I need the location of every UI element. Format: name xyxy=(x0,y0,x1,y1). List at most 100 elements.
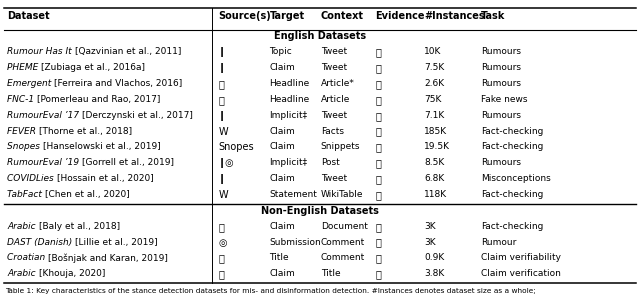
Text: 10K: 10K xyxy=(424,47,442,56)
Text: RumourEval ’17: RumourEval ’17 xyxy=(7,111,82,120)
Text: Implicit‡: Implicit‡ xyxy=(269,158,308,167)
Text: ❙: ❙ xyxy=(218,63,227,73)
Text: Article*: Article* xyxy=(321,79,355,88)
Text: 3.8K: 3.8K xyxy=(424,269,445,278)
Text: Dataset: Dataset xyxy=(7,11,50,21)
Text: [Qazvinian et al., 2011]: [Qazvinian et al., 2011] xyxy=(74,47,181,56)
Text: Fake news: Fake news xyxy=(481,95,527,104)
Text: Article: Article xyxy=(321,95,350,104)
Text: Claim: Claim xyxy=(269,63,295,72)
Text: 📰: 📰 xyxy=(218,253,224,264)
Text: PHEME: PHEME xyxy=(7,63,42,72)
Text: 3K: 3K xyxy=(424,238,436,247)
Text: 📰: 📰 xyxy=(218,269,224,279)
Text: ⌹: ⌹ xyxy=(375,47,381,57)
Text: 118K: 118K xyxy=(424,190,447,199)
Text: ◎: ◎ xyxy=(218,238,227,248)
Text: [Lillie et al., 2019]: [Lillie et al., 2019] xyxy=(75,238,158,247)
Text: Emergent: Emergent xyxy=(7,79,54,88)
Text: 📄: 📄 xyxy=(375,269,381,279)
Text: [Hanselowski et al., 2019]: [Hanselowski et al., 2019] xyxy=(43,142,161,152)
Text: Statement: Statement xyxy=(269,190,317,199)
Text: [Thorne et al., 2018]: [Thorne et al., 2018] xyxy=(39,127,132,136)
Text: W: W xyxy=(218,127,228,137)
Text: 6.8K: 6.8K xyxy=(424,174,445,183)
Text: ❙: ❙ xyxy=(218,47,227,57)
Text: 3K: 3K xyxy=(424,222,436,231)
Text: ⌹: ⌹ xyxy=(375,127,381,137)
Text: ⧙: ⧙ xyxy=(375,63,381,73)
Text: Tweet: Tweet xyxy=(321,47,347,56)
Text: ⧙: ⧙ xyxy=(375,111,381,121)
Text: Comment: Comment xyxy=(321,253,365,263)
Text: WikiTable: WikiTable xyxy=(321,190,363,199)
Text: Facts: Facts xyxy=(321,127,344,136)
Text: 7.1K: 7.1K xyxy=(424,111,445,120)
Text: Non-English Datasets: Non-English Datasets xyxy=(261,206,379,216)
Text: Post: Post xyxy=(321,158,339,167)
Text: 📄: 📄 xyxy=(375,253,381,264)
Text: 19.5K: 19.5K xyxy=(424,142,451,152)
Text: Rumours: Rumours xyxy=(481,63,521,72)
Text: [Ferreira and Vlachos, 2016]: [Ferreira and Vlachos, 2016] xyxy=(54,79,182,88)
Text: 📰: 📰 xyxy=(218,222,224,232)
Text: Misconceptions: Misconceptions xyxy=(481,174,550,183)
Text: TabFact: TabFact xyxy=(7,190,45,199)
Text: Evidence: Evidence xyxy=(375,11,424,21)
Text: Fact-checking: Fact-checking xyxy=(481,127,543,136)
Text: ⌹: ⌹ xyxy=(375,142,381,152)
Text: Fact-checking: Fact-checking xyxy=(481,142,543,152)
Text: [Baly et al., 2018]: [Baly et al., 2018] xyxy=(38,222,120,231)
Text: Document: Document xyxy=(321,222,367,231)
Text: ⌹: ⌹ xyxy=(375,79,381,89)
Text: Rumours: Rumours xyxy=(481,158,521,167)
Text: Headline: Headline xyxy=(269,95,310,104)
Text: Claim: Claim xyxy=(269,127,295,136)
Text: Croatian: Croatian xyxy=(7,253,48,263)
Text: ❙: ❙ xyxy=(218,111,227,121)
Text: [Gorrell et al., 2019]: [Gorrell et al., 2019] xyxy=(82,158,174,167)
Text: Rumours: Rumours xyxy=(481,47,521,56)
Text: [Derczynski et al., 2017]: [Derczynski et al., 2017] xyxy=(82,111,193,120)
Text: Snopes: Snopes xyxy=(7,142,43,152)
Text: 7.5K: 7.5K xyxy=(424,63,445,72)
Text: Rumours: Rumours xyxy=(481,79,521,88)
Text: 📄: 📄 xyxy=(375,174,381,184)
Text: Topic: Topic xyxy=(269,47,292,56)
Text: Tweet: Tweet xyxy=(321,63,347,72)
Text: Target: Target xyxy=(269,11,305,21)
Text: 📄: 📄 xyxy=(375,95,381,105)
Text: 📰: 📰 xyxy=(218,95,224,105)
Text: Arabic: Arabic xyxy=(7,222,38,231)
Text: Context: Context xyxy=(321,11,364,21)
Text: Claim verifiability: Claim verifiability xyxy=(481,253,561,263)
Text: [Chen et al., 2020]: [Chen et al., 2020] xyxy=(45,190,129,199)
Text: Title: Title xyxy=(321,269,340,278)
Text: Headline: Headline xyxy=(269,79,310,88)
Text: FEVER: FEVER xyxy=(7,127,39,136)
Text: ❙: ❙ xyxy=(218,174,227,184)
Text: RumourEval ’19: RumourEval ’19 xyxy=(7,158,82,167)
Text: Rumour Has It: Rumour Has It xyxy=(7,47,74,56)
Text: Arabic: Arabic xyxy=(7,269,38,278)
Text: ⧙: ⧙ xyxy=(375,158,381,168)
Text: 185K: 185K xyxy=(424,127,447,136)
Text: Title: Title xyxy=(269,253,289,263)
Text: Table 1: Key characteristics of the stance detection datasets for mis- and disin: Table 1: Key characteristics of the stan… xyxy=(5,288,536,294)
Text: #Instances: #Instances xyxy=(424,11,485,21)
Text: Task: Task xyxy=(481,11,505,21)
Text: Source(s): Source(s) xyxy=(218,11,271,21)
Text: Tweet: Tweet xyxy=(321,111,347,120)
Text: Claim: Claim xyxy=(269,174,295,183)
Text: 2.6K: 2.6K xyxy=(424,79,444,88)
Text: Claim: Claim xyxy=(269,222,295,231)
Text: ❙◎: ❙◎ xyxy=(218,158,235,168)
Text: [Zubiaga et al., 2016a]: [Zubiaga et al., 2016a] xyxy=(42,63,145,72)
Text: 📰: 📰 xyxy=(218,79,224,89)
Text: Submission: Submission xyxy=(269,238,321,247)
Text: [Pomerleau and Rao, 2017]: [Pomerleau and Rao, 2017] xyxy=(37,95,161,104)
Text: Rumour: Rumour xyxy=(481,238,516,247)
Text: English Datasets: English Datasets xyxy=(274,31,366,41)
Text: [Bošnjak and Karan, 2019]: [Bošnjak and Karan, 2019] xyxy=(48,253,168,263)
Text: ⌹: ⌹ xyxy=(375,190,381,200)
